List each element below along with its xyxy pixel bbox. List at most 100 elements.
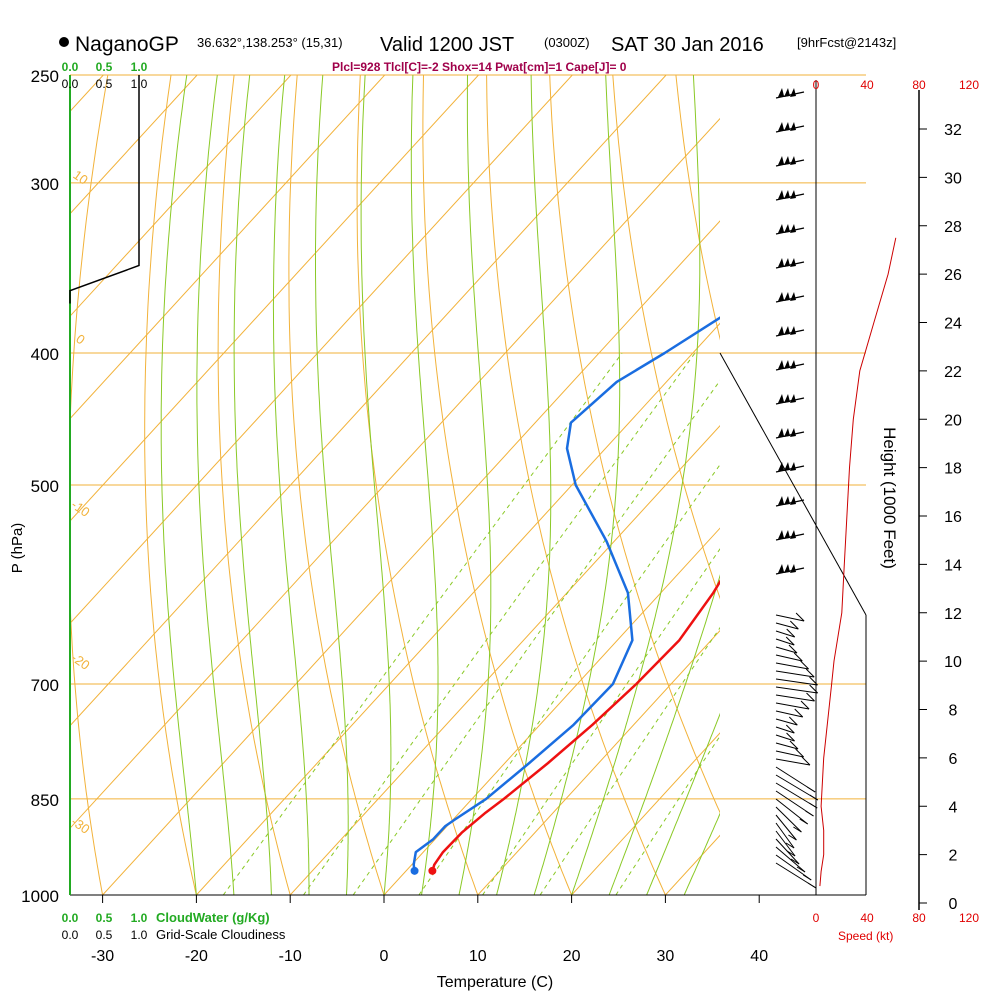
wind-barb [775,862,817,889]
dry-adiabat [217,75,291,895]
wind-barb [775,88,805,99]
dry-adiabat [422,75,573,895]
cloudwater-tick-label: 0.5 [96,60,113,74]
wind-barb [775,774,819,801]
wind-barb [775,644,798,654]
dry-adiabat-label: 10 [70,167,90,188]
wind-barb [775,756,811,766]
cloudwater-tick-label: 0.0 [62,911,79,925]
cloudwater-tick-label: 1.0 [131,60,148,74]
wind-barb [775,692,815,702]
isotherm [853,75,1000,895]
wind-barb [775,716,798,726]
cloudwater-tick-label: 0.0 [62,60,79,74]
isotherm [196,322,720,895]
isotherm [383,527,720,895]
dewpoint-profile-surface-dot [410,866,419,875]
mixing-ratio-label: 2 [303,900,318,916]
wind-barb [775,822,795,849]
speed-profile [819,237,897,887]
isotherm [70,75,198,215]
moist-adiabat [533,75,621,895]
height-tick-label: 14 [944,557,962,574]
height-tick-label: 12 [944,606,962,623]
moist-adiabat-label: 30 [837,539,863,565]
wind-barb [775,496,805,507]
wind-barb [775,790,814,817]
wind-barb [775,854,812,881]
cloudiness-tick-label: 0.0 [62,77,79,91]
wind-barb [775,224,805,235]
wind-barb [775,838,800,865]
wind-barb [775,612,805,622]
temp-tick-label: -10 [279,948,302,965]
dry-adiabat [486,75,666,895]
wind-barb [775,740,799,750]
dry-adiabat [549,75,720,814]
mixing-ratio-line [615,735,720,895]
speed-tick-label: 40 [860,78,874,92]
temp-tick-label: 0 [380,948,389,965]
mixing-ratio-label: 20 [612,898,632,919]
forecast-info: [9hrFcst@2143z] [797,35,896,50]
height-tick-label: 2 [949,848,958,865]
moist-adiabat-label: 20 [787,452,813,478]
temperature-profile [431,579,720,872]
wind-barb [775,798,808,825]
wind-barb [775,668,815,678]
cloudwater-tick-label: 1.0 [131,911,148,925]
wind-barb [775,846,806,873]
isotherm [70,117,720,829]
x-axis-label: Temperature (C) [437,974,553,991]
speed-tick-label: 120 [959,78,979,92]
speed-tick-label: 40 [860,911,874,925]
dry-adiabat-label: -30 [69,814,93,837]
height-tick-label: 32 [944,122,962,139]
height-axis-label: Height (1000 Feet) [880,427,899,569]
height-tick-label: 30 [944,170,962,187]
pressure-tick-label: 500 [31,477,59,496]
pressure-tick-label: 700 [31,676,59,695]
height-tick-label: 8 [949,703,958,720]
wind-barb [775,462,805,473]
dry-adiabat [612,75,720,600]
cloudiness-tick-label: 0.0 [62,928,79,942]
dry-adiabat [356,75,479,895]
mixing-ratio-line [352,379,720,895]
height-tick-label: 6 [949,751,958,768]
wind-barb [775,620,799,630]
moist-adiabat [233,75,272,895]
moist-adiabat [646,712,720,895]
isotherm [70,75,292,317]
temp-tick-label: -30 [91,948,114,965]
mixing-ratio-line [303,352,696,895]
temp-tick-label: 10 [469,948,487,965]
wind-barb [775,258,805,269]
wind-barb [775,700,810,710]
isotherm [70,75,667,727]
pressure-tick-label: 300 [31,175,59,194]
moist-adiabat [571,75,701,895]
cloudwater-label: CloudWater (g/Kg) [156,910,270,925]
wind-barb [775,652,803,662]
station-coords: 36.632°,138.253° (15,31) [197,35,343,50]
temperature-profile-surface-dot [428,866,437,875]
utc-time: (0300Z) [544,35,590,50]
isotherm [70,75,386,420]
speed-axis-label: Speed (kt) [838,929,893,943]
wind-barb [775,122,805,133]
wind-barb [775,360,805,371]
mixing-ratio-line [222,352,623,895]
valid-date: SAT 30 Jan 2016 [611,34,764,56]
temp-tick-label: 20 [563,948,581,965]
dry-adiabat [288,75,385,895]
profiles [410,316,720,875]
station-dot-icon [59,37,69,47]
dry-adiabat [675,75,720,341]
cloudwater-tick-label: 0.5 [96,911,113,925]
moist-adiabat [196,75,235,895]
cloudiness-tick-label: 0.5 [96,928,113,942]
height-tick-label: 26 [944,267,962,284]
